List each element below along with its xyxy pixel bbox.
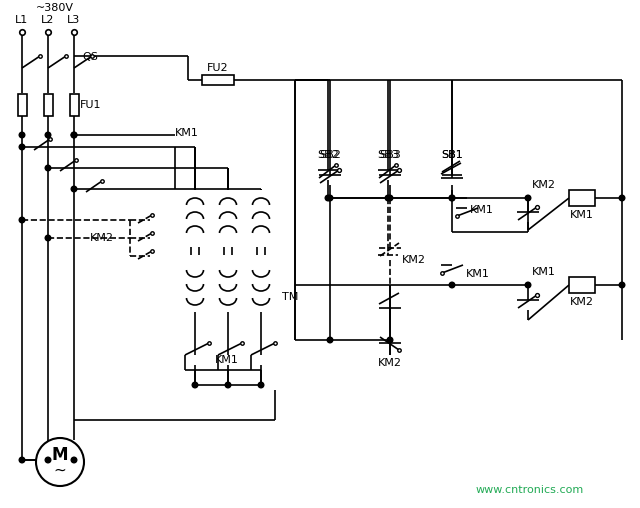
Circle shape bbox=[525, 282, 531, 288]
Text: ~: ~ bbox=[54, 462, 67, 478]
Circle shape bbox=[45, 165, 51, 171]
Text: SB1: SB1 bbox=[441, 150, 463, 160]
Text: www.cntronics.com: www.cntronics.com bbox=[476, 485, 584, 495]
Text: FU1: FU1 bbox=[80, 100, 102, 110]
Bar bbox=[569, 277, 595, 293]
Circle shape bbox=[258, 382, 264, 388]
Circle shape bbox=[71, 457, 77, 463]
Circle shape bbox=[385, 195, 391, 201]
Text: KM1: KM1 bbox=[470, 205, 494, 215]
Bar bbox=[44, 94, 52, 116]
Circle shape bbox=[525, 195, 531, 201]
Circle shape bbox=[449, 282, 455, 288]
Circle shape bbox=[45, 132, 51, 138]
Text: TM: TM bbox=[282, 292, 298, 302]
Text: SB3: SB3 bbox=[377, 150, 399, 160]
Text: SB2: SB2 bbox=[319, 150, 341, 160]
Text: L1: L1 bbox=[15, 15, 29, 25]
Circle shape bbox=[449, 195, 455, 201]
Circle shape bbox=[71, 132, 77, 138]
Circle shape bbox=[192, 382, 198, 388]
Text: QS: QS bbox=[82, 52, 98, 62]
Bar bbox=[569, 190, 595, 206]
Text: KM2: KM2 bbox=[532, 180, 556, 190]
Circle shape bbox=[45, 235, 51, 241]
Text: SB3: SB3 bbox=[379, 150, 401, 160]
Text: SB1: SB1 bbox=[441, 150, 463, 160]
Text: KM2: KM2 bbox=[402, 255, 426, 265]
Bar bbox=[202, 75, 234, 85]
Text: KM1: KM1 bbox=[175, 128, 199, 138]
Text: FU2: FU2 bbox=[207, 63, 229, 73]
Bar bbox=[70, 94, 79, 116]
Circle shape bbox=[225, 382, 231, 388]
Circle shape bbox=[19, 132, 25, 138]
Circle shape bbox=[19, 144, 25, 150]
Circle shape bbox=[620, 195, 625, 201]
Text: M: M bbox=[52, 446, 68, 464]
Circle shape bbox=[19, 457, 25, 463]
Circle shape bbox=[325, 195, 331, 201]
Text: KM2: KM2 bbox=[378, 358, 402, 368]
Bar bbox=[17, 94, 26, 116]
Circle shape bbox=[327, 195, 333, 201]
Text: KM1: KM1 bbox=[215, 355, 239, 365]
Circle shape bbox=[387, 195, 393, 201]
Circle shape bbox=[36, 438, 84, 486]
Text: L3: L3 bbox=[67, 15, 81, 25]
Text: L2: L2 bbox=[42, 15, 54, 25]
Circle shape bbox=[19, 217, 25, 223]
Circle shape bbox=[327, 337, 333, 343]
Text: KM1: KM1 bbox=[532, 267, 556, 277]
Circle shape bbox=[449, 195, 455, 201]
Text: KM2: KM2 bbox=[570, 297, 594, 307]
Circle shape bbox=[45, 457, 51, 463]
Circle shape bbox=[620, 282, 625, 288]
Text: SB2: SB2 bbox=[317, 150, 339, 160]
Circle shape bbox=[71, 186, 77, 192]
Text: KM1: KM1 bbox=[570, 210, 594, 220]
Text: KM1: KM1 bbox=[466, 269, 490, 279]
Circle shape bbox=[71, 132, 77, 138]
Circle shape bbox=[387, 337, 393, 343]
Text: ~380V: ~380V bbox=[36, 3, 74, 13]
Text: KM2: KM2 bbox=[90, 233, 114, 243]
